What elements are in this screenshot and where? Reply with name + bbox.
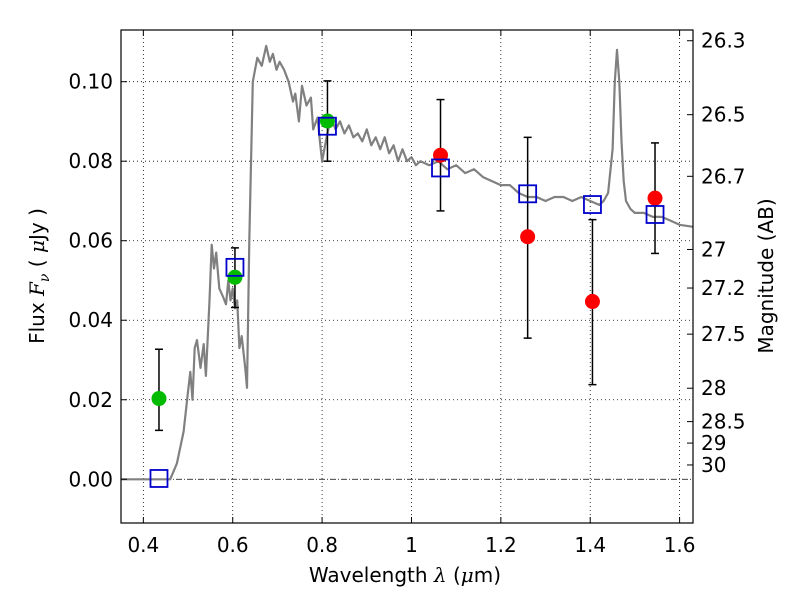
spectrum-line: [121, 44, 694, 481]
y2-tick-label: 27.5: [701, 322, 746, 346]
y-tick-label: 0.08: [68, 149, 113, 173]
x-tick-label: 1: [405, 533, 418, 557]
y2-tick-label: 28: [701, 376, 726, 400]
spectrum-curve: [121, 44, 694, 481]
x-tick-label: 1.6: [664, 533, 696, 557]
x-tick-label: 1.4: [574, 533, 606, 557]
y-tick-label: 0.06: [68, 229, 113, 253]
x-tick-label: 0.6: [217, 533, 249, 557]
y2-tick-label: 26.5: [701, 103, 746, 127]
model-flux-box: [645, 205, 665, 224]
grid: [121, 30, 693, 523]
green-data-point: [227, 269, 243, 285]
x-tick-label: 0.8: [306, 533, 338, 557]
x-tick-label: 0.4: [127, 533, 159, 557]
model-flux-box: [518, 184, 538, 204]
y2-tick-label: 26.7: [701, 164, 746, 188]
model-flux-box: [225, 257, 245, 277]
model-flux-box: [149, 469, 169, 488]
axis-ticks: 0.4 0.6 0.8 1 1.2 1.4 1.6 0.00 0.02 0.04 0.06 0.08 0…: [68, 29, 745, 557]
model-flux-box: [583, 195, 602, 214]
red-data-point: [520, 229, 536, 245]
green-data-point: [319, 113, 335, 129]
y-tick-label: 0.02: [68, 388, 113, 412]
plot-frame: [120, 29, 694, 524]
red-data-point: [433, 147, 449, 163]
y-axis-label: Flux Fν ( μJy ): [25, 208, 53, 344]
model-flux-box: [431, 158, 450, 178]
y2-tick-label: 26.3: [701, 29, 746, 53]
y2-tick-label: 27: [701, 237, 726, 261]
green-data-point: [151, 391, 167, 407]
y-tick-label: 0.10: [68, 70, 113, 94]
data-markers: [149, 113, 665, 488]
y-tick-label: 0.04: [68, 308, 113, 332]
red-data-point: [584, 294, 600, 310]
y-tick-label: 0.00: [68, 467, 113, 491]
y2-tick-label: 28.5: [701, 410, 746, 434]
red-data-point: [647, 190, 663, 206]
y2-tick-label: 27.2: [701, 276, 746, 300]
model-flux-box: [318, 116, 337, 136]
y2-tick-label: 30: [701, 453, 726, 477]
axes-frame: [120, 29, 694, 524]
error-bars: [154, 80, 660, 432]
y2-axis-label: Magnitude (AB): [754, 198, 778, 353]
x-tick-label: 1.2: [485, 533, 517, 557]
x-axis-label: Wavelength λ (μm): [309, 563, 501, 587]
y2-tick-label: 29: [701, 431, 726, 455]
